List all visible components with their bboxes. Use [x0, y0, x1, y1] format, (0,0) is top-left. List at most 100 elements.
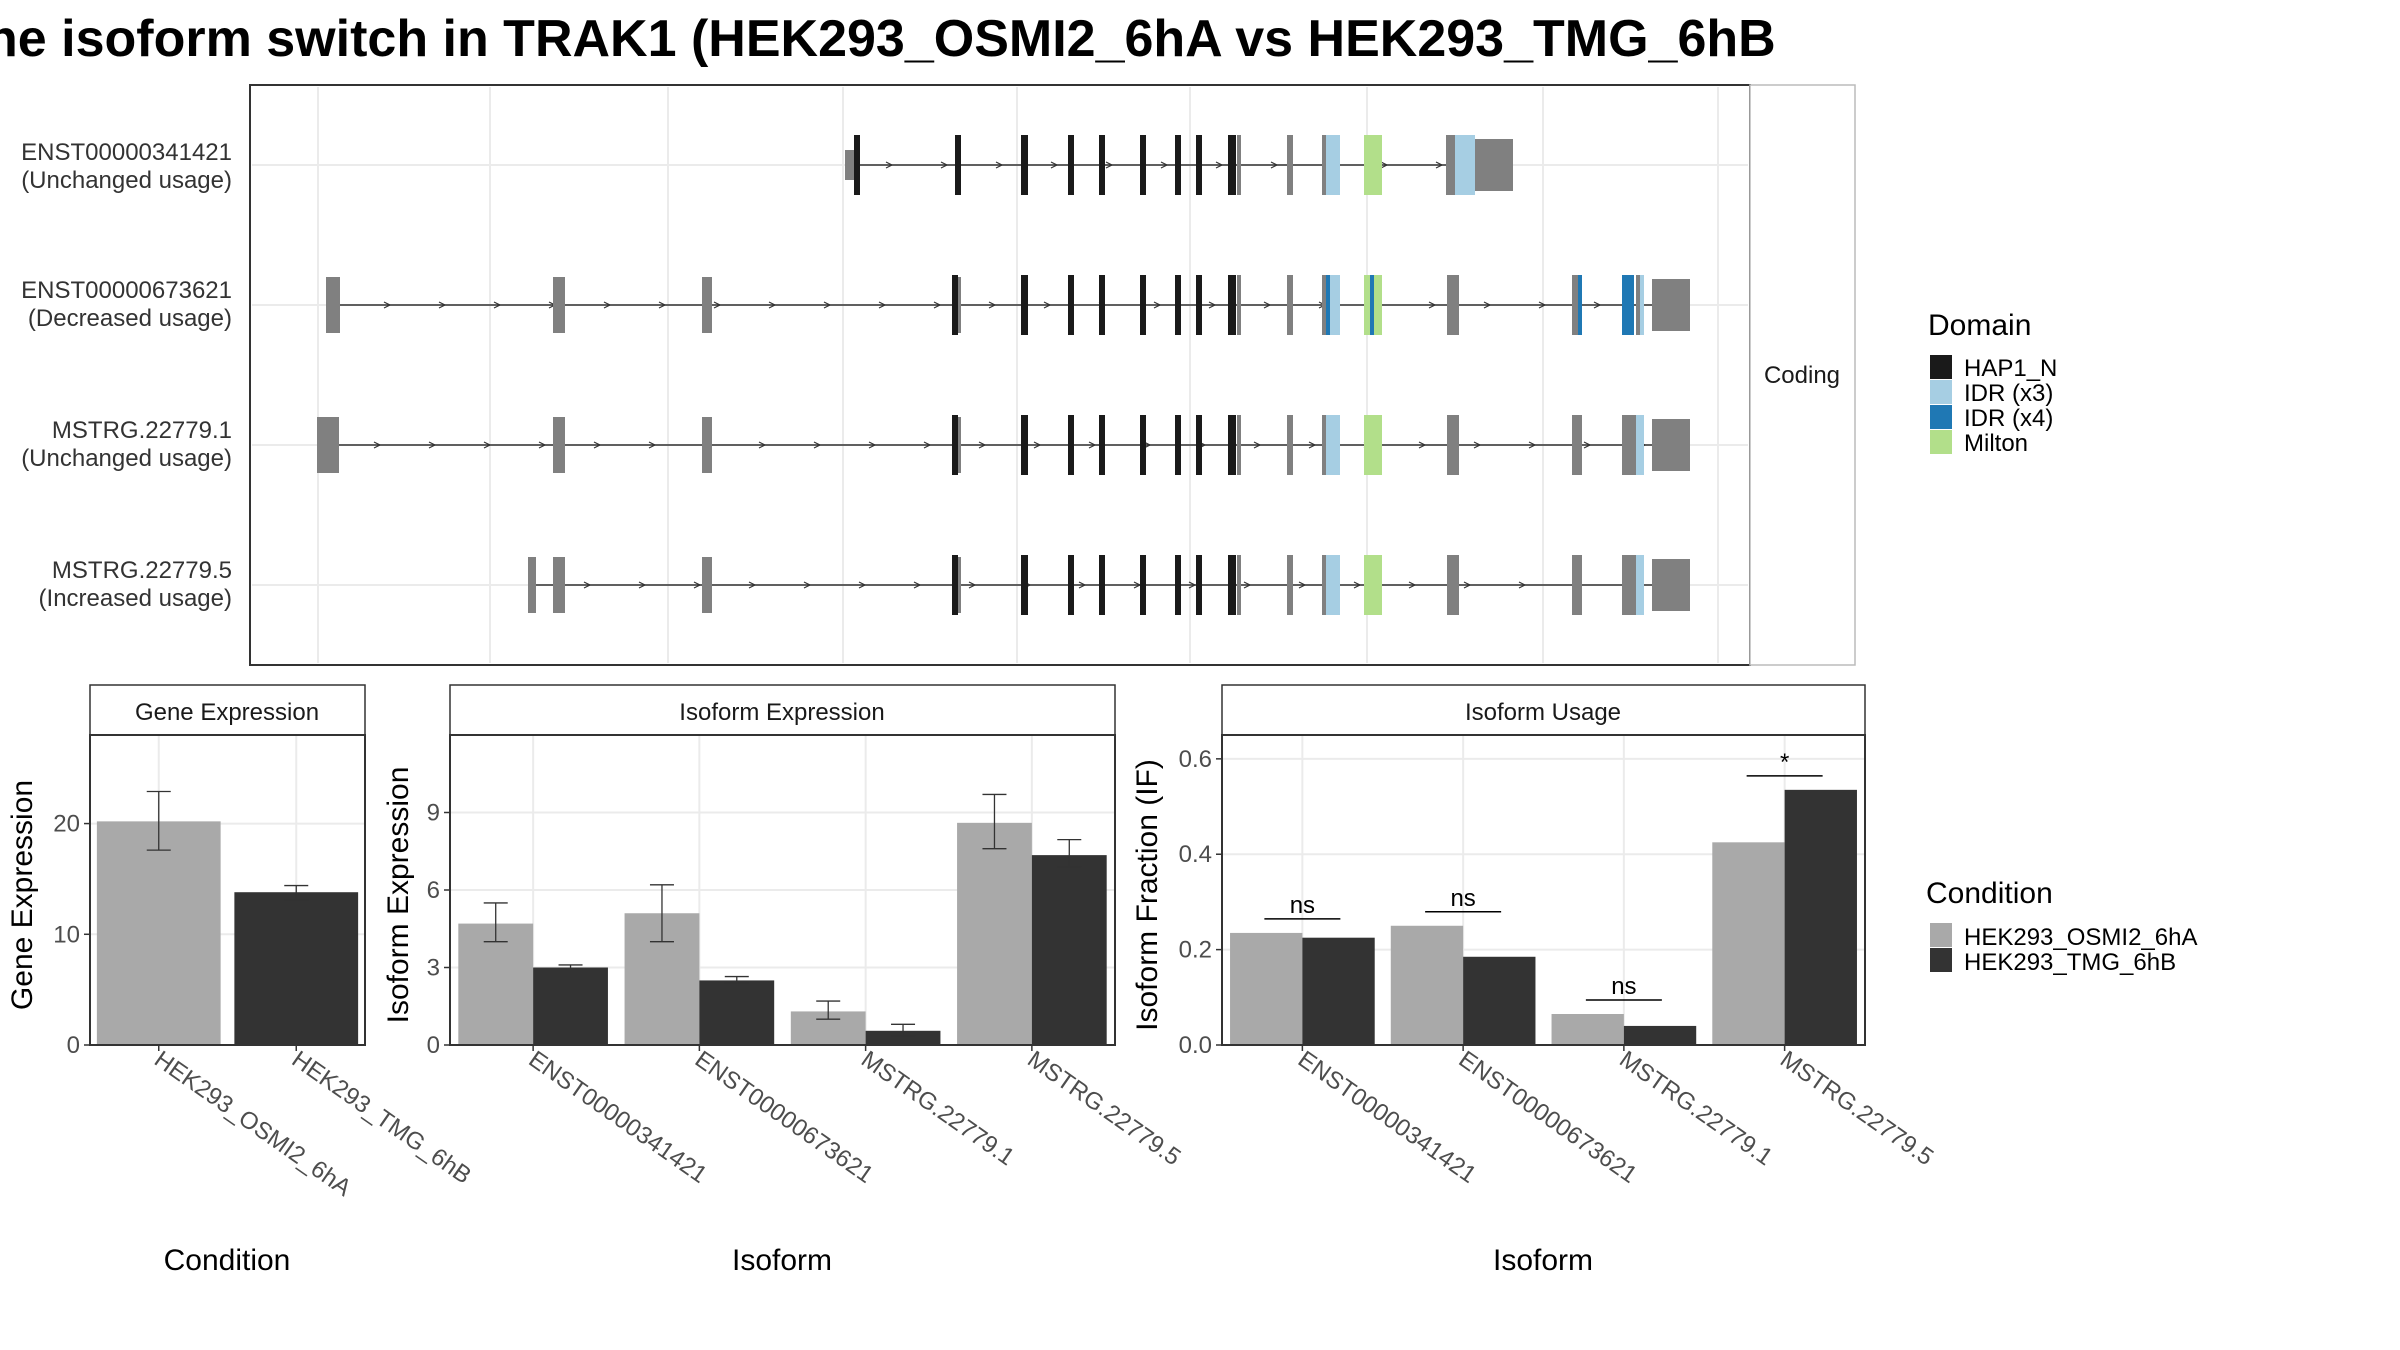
strand-arrow	[1253, 441, 1262, 449]
condition-legend-title: Condition	[1926, 877, 2053, 910]
isoform-usage-strip	[1221, 684, 1866, 736]
coding-strip	[1749, 84, 1856, 666]
exon-block	[1068, 135, 1074, 195]
exon-block	[1287, 135, 1293, 195]
strand-arrow	[438, 301, 447, 309]
isoform-expression-xlabel: Isoform	[732, 1244, 832, 1277]
exon-block	[952, 555, 958, 615]
exon-block	[1068, 555, 1074, 615]
transcript-id-3: MSTRG.22779.5	[52, 557, 232, 584]
exon-block	[957, 557, 961, 613]
exon-block	[1021, 275, 1028, 335]
isoform-usage-bar	[1551, 1014, 1624, 1045]
exon-block	[1326, 135, 1340, 195]
exon-block	[1652, 559, 1690, 611]
exon-block	[1175, 415, 1181, 475]
strand-arrow	[483, 441, 492, 449]
strand-arrow	[978, 441, 987, 449]
strand-arrow	[1215, 161, 1224, 169]
exon-block	[1140, 415, 1146, 475]
legend-label-condition-a: HEK293_OSMI2_6hA	[1964, 924, 2197, 951]
strand-arrow	[878, 301, 887, 309]
exon-block	[1364, 415, 1382, 475]
isoform-usage-bar	[1230, 932, 1303, 1045]
strand-arrow	[748, 581, 757, 589]
legend-key-hap1-n	[1930, 355, 1952, 379]
isoform-usage-bar	[1712, 842, 1785, 1045]
isoform-usage-ytick-label: 0.0	[1179, 1032, 1212, 1059]
isoform-usage-bar	[1623, 1025, 1697, 1045]
strand-arrow	[1160, 161, 1169, 169]
strand-arrow	[428, 441, 437, 449]
strand-arrow	[1418, 441, 1427, 449]
isoform-expression-ytick-label: 3	[427, 955, 440, 982]
exon-block	[1364, 555, 1382, 615]
exon-block	[1622, 555, 1636, 615]
exon-block	[1652, 279, 1690, 331]
strand-arrow	[1078, 581, 1087, 589]
strand-arrow	[933, 301, 942, 309]
strand-arrow	[923, 441, 932, 449]
exon-block	[854, 135, 860, 195]
exon-block	[955, 135, 961, 195]
exon-block	[1322, 135, 1326, 195]
legend-key-idr-x4	[1930, 405, 1952, 429]
strand-arrow	[968, 581, 977, 589]
isoform-usage-bar	[1784, 789, 1857, 1045]
strand-arrow	[758, 441, 767, 449]
strand-arrow	[823, 301, 832, 309]
exon-block	[1364, 135, 1382, 195]
exon-block	[326, 277, 340, 333]
isoform-expression-bar	[865, 1030, 941, 1045]
strand-arrow	[1583, 441, 1592, 449]
exon-block	[317, 417, 339, 473]
isoform-usage-plot-border	[1221, 734, 1866, 1046]
exon-block	[1622, 275, 1634, 335]
exon-block	[702, 417, 712, 473]
strand-arrow	[1518, 581, 1527, 589]
exon-block	[1021, 415, 1028, 475]
strand-arrow	[803, 581, 812, 589]
exon-block	[1140, 555, 1146, 615]
legend-key-idr-x3	[1930, 380, 1952, 404]
strand-arrow	[583, 581, 592, 589]
strand-arrow	[1473, 441, 1482, 449]
legend-label-idr-x3: IDR (x3)	[1964, 380, 2053, 407]
exon-block	[1228, 135, 1236, 195]
exon-block	[1021, 135, 1028, 195]
transcript-usage-0: (Unchanged usage)	[21, 167, 232, 194]
exon-block	[702, 277, 712, 333]
strand-arrow	[1208, 301, 1217, 309]
strand-arrow	[868, 441, 877, 449]
legend-key-condition-b	[1930, 948, 1952, 972]
isoform-usage-ytick-label: 0.4	[1179, 841, 1212, 868]
exon-block	[1322, 555, 1326, 615]
strand-arrow	[603, 301, 612, 309]
transcript-track-2	[317, 415, 1690, 475]
isoform-usage-xlabel: Isoform	[1493, 1244, 1593, 1277]
strand-arrow	[1408, 581, 1417, 589]
strand-arrow	[1043, 301, 1052, 309]
exon-block	[1640, 275, 1644, 335]
exon-block	[957, 277, 961, 333]
isoform-expression-strip	[449, 684, 1116, 736]
exon-block	[1326, 275, 1330, 335]
gene-expression-ylabel: Gene Expression	[6, 780, 39, 1010]
exon-block	[1175, 135, 1181, 195]
exon-block	[1140, 275, 1146, 335]
exon-block	[1326, 555, 1340, 615]
strand-arrow	[713, 301, 722, 309]
isoform-usage-ytick-label: 0.2	[1179, 937, 1212, 964]
strand-arrow	[493, 301, 502, 309]
exon-block	[1287, 555, 1293, 615]
exon-block	[1636, 415, 1644, 475]
figure-title: he isoform switch in TRAK1 (HEK293_OSMI2…	[0, 10, 1776, 68]
isoform-expression-bar	[458, 923, 534, 1045]
exon-block	[702, 557, 712, 613]
strand-arrow	[940, 161, 949, 169]
exon-block	[952, 415, 958, 475]
exon-block	[1175, 275, 1181, 335]
gene-expression-bar	[234, 892, 359, 1045]
exon-block	[1237, 135, 1241, 195]
exon-block	[553, 277, 565, 333]
